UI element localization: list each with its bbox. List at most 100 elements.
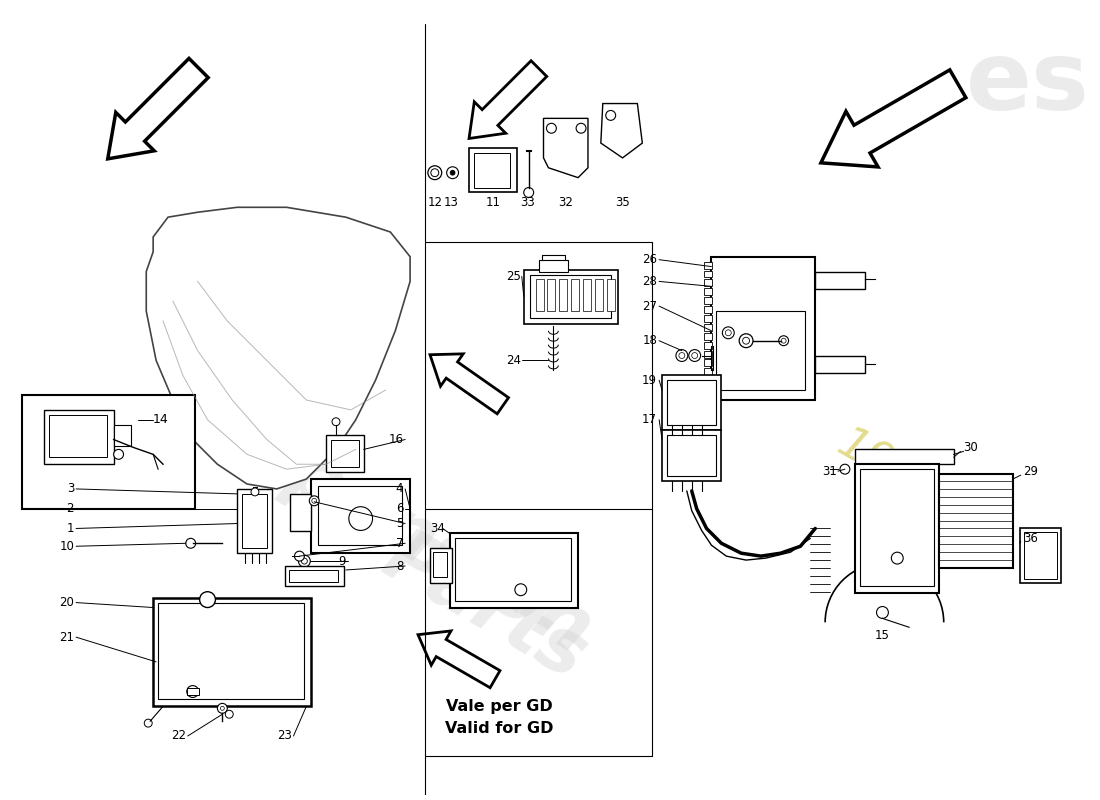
Bar (667, 434, 716, 476)
Bar (432, 552, 447, 577)
Text: 22: 22 (170, 730, 186, 742)
Circle shape (301, 558, 307, 564)
Circle shape (891, 552, 903, 564)
Bar (539, 260, 569, 271)
Bar (704, 315, 713, 322)
Bar (704, 368, 713, 375)
Circle shape (144, 719, 152, 727)
Text: Valid for GD: Valid for GD (444, 721, 553, 735)
Text: 24: 24 (506, 354, 521, 367)
Text: 31: 31 (822, 465, 837, 478)
Bar (289, 494, 311, 531)
Circle shape (742, 338, 749, 344)
Circle shape (298, 555, 310, 567)
Circle shape (447, 166, 459, 178)
Circle shape (311, 498, 317, 503)
Bar (662, 430, 722, 481)
Bar (158, 602, 305, 699)
Text: 27: 27 (642, 300, 657, 313)
Polygon shape (543, 118, 588, 178)
Text: 20: 20 (59, 596, 74, 609)
Bar (704, 270, 713, 278)
Text: 12: 12 (427, 196, 442, 209)
Text: 1985: 1985 (829, 422, 949, 516)
Text: 19: 19 (642, 374, 657, 386)
Bar (595, 279, 603, 311)
Bar (938, 474, 1013, 568)
Text: 5: 5 (396, 517, 404, 530)
Bar (44, 410, 113, 464)
Text: 23: 23 (276, 730, 292, 742)
Circle shape (779, 336, 789, 346)
Circle shape (218, 703, 228, 714)
Bar (311, 479, 410, 553)
Text: Expansion: Expansion (186, 386, 605, 670)
Bar (667, 380, 716, 425)
Bar (530, 275, 610, 318)
Bar (583, 279, 591, 311)
Bar (704, 324, 713, 331)
Bar (704, 279, 713, 286)
Text: 15: 15 (874, 629, 890, 642)
Text: 6: 6 (396, 502, 404, 515)
Text: 14: 14 (153, 414, 169, 426)
Circle shape (739, 334, 754, 348)
Text: 10: 10 (59, 540, 74, 553)
Polygon shape (469, 61, 547, 138)
Circle shape (515, 584, 527, 596)
Circle shape (547, 123, 557, 133)
Bar (331, 439, 359, 467)
Bar (238, 489, 272, 553)
Bar (242, 494, 267, 548)
Bar (716, 311, 805, 390)
Bar (474, 153, 510, 187)
Text: 29: 29 (1023, 465, 1037, 478)
Text: Parts: Parts (370, 520, 600, 695)
Circle shape (113, 450, 123, 459)
Circle shape (226, 710, 233, 718)
Text: 26: 26 (642, 253, 657, 266)
Circle shape (723, 327, 734, 338)
Bar (1024, 533, 1057, 579)
Text: 36: 36 (1023, 532, 1037, 545)
Bar (704, 333, 713, 340)
Text: 7: 7 (396, 537, 404, 550)
Circle shape (220, 706, 224, 710)
Text: 25: 25 (506, 270, 520, 283)
Bar (662, 375, 722, 430)
Bar (153, 598, 311, 706)
Bar (607, 279, 615, 311)
Circle shape (186, 538, 196, 548)
Bar (113, 425, 131, 446)
Circle shape (428, 166, 442, 180)
Bar (704, 386, 713, 393)
Bar (430, 548, 452, 583)
Circle shape (450, 170, 455, 175)
Bar (536, 279, 543, 311)
Text: 13: 13 (444, 196, 459, 209)
Bar (1020, 529, 1062, 583)
Text: 11: 11 (485, 196, 501, 209)
Circle shape (576, 123, 586, 133)
Bar (326, 434, 364, 472)
Bar (855, 464, 938, 593)
Circle shape (725, 330, 732, 336)
Bar (470, 148, 517, 193)
Circle shape (524, 187, 534, 198)
Text: Vale per GD: Vale per GD (446, 699, 552, 714)
Bar (450, 534, 579, 607)
Polygon shape (430, 354, 508, 414)
Circle shape (781, 338, 786, 343)
Circle shape (199, 592, 216, 607)
Circle shape (431, 169, 439, 177)
Text: es: es (966, 38, 1090, 130)
Text: 1: 1 (67, 522, 74, 535)
Text: 4: 4 (396, 482, 404, 495)
Text: 18: 18 (642, 334, 657, 347)
Circle shape (295, 551, 305, 561)
Bar (571, 279, 579, 311)
Bar (559, 279, 568, 311)
Bar (22, 395, 195, 509)
Bar (285, 566, 344, 586)
Text: 17: 17 (642, 414, 657, 426)
